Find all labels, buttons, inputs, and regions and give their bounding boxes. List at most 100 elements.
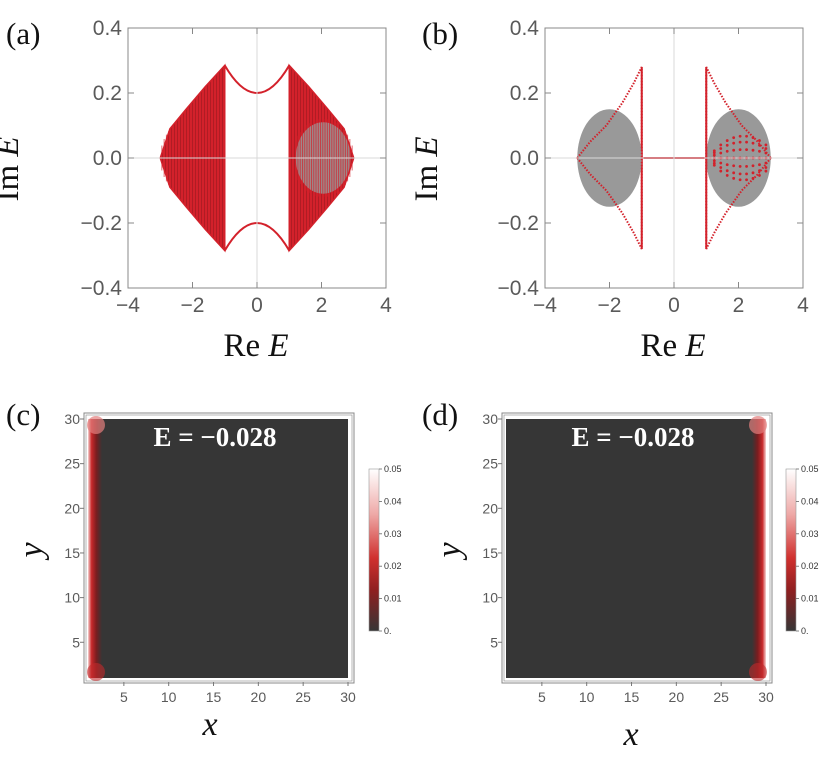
spectrum-dot (751, 148, 755, 152)
spectrum-dot (751, 136, 755, 140)
spectrum-dot (725, 139, 729, 142)
spectrum-dot (732, 164, 736, 168)
x-tick-label: 5 (538, 689, 546, 705)
x-tick-label: 2 (316, 294, 328, 317)
panel-b: (b) −4 −2 0 2 4 −0.4 −0.2 0.0 0.2 0.4 Im E Re E (409, 16, 809, 364)
x-tick-label: 15 (206, 689, 222, 705)
colorbar-tick-label: 0.05 (801, 464, 819, 474)
x-tick-label: −2 (598, 294, 622, 317)
y-axis-label-a: Im E (0, 136, 26, 201)
y-tick-label: 25 (482, 456, 498, 472)
x-axis-label-c: x (201, 706, 217, 743)
colorbar-tick-label: 0.04 (801, 496, 819, 506)
y-tick-label: 25 (64, 456, 80, 472)
x-tick-label: 25 (295, 689, 311, 705)
colorbar-gradient (368, 468, 380, 632)
y-tick-labels-a: −0.4 −0.2 0.0 0.2 0.4 (81, 17, 123, 300)
spectrum-dot (732, 141, 736, 145)
spectrum-dot (758, 169, 761, 173)
x-axis-label-d: x (622, 716, 638, 753)
spectrum-dot (758, 139, 761, 142)
x-tick-label: 0 (251, 294, 263, 317)
spectrum-dot (745, 134, 748, 138)
spectrum-dot (725, 163, 729, 167)
panel-a: (a) −4 −2 0 2 4 −0.4 −0.2 0.0 0.2 0.4 Im E Re E (0, 16, 392, 364)
spectrum-dot (758, 149, 761, 153)
spectrum-dot (725, 174, 729, 177)
spectrum-dot (719, 166, 723, 169)
energy-label-d: E = −0.028 (571, 422, 694, 452)
x-axis-label-a: Re E (223, 328, 288, 364)
spectrum-dot (712, 163, 716, 167)
y-tick-label: 30 (64, 411, 80, 427)
heatmap-background (506, 419, 766, 678)
spectrum-dot (745, 164, 748, 168)
x-tick-labels-d: 5 10 15 20 25 30 (538, 682, 774, 705)
x-tick-label: −4 (533, 294, 557, 317)
spectrum-dot (745, 178, 748, 182)
x-tick-label: 10 (579, 689, 595, 705)
corner-glow-bottom (749, 663, 767, 681)
plot-inner-frame-d (503, 414, 771, 682)
x-tick-label: −4 (116, 294, 140, 317)
panel-label-a: (a) (6, 16, 40, 51)
y-axis-label-d: y (431, 542, 468, 561)
x-tick-label: 0 (668, 294, 680, 317)
y-axis-label-b: Im E (409, 136, 445, 201)
colorbar-tick-label: 0.01 (384, 594, 402, 604)
corner-glow-top (87, 416, 105, 434)
spectrum-dot (738, 164, 742, 168)
heatmap-c (87, 416, 348, 681)
spectrum-dot (751, 141, 755, 145)
colorbar-tick-label: 0.01 (801, 594, 819, 604)
y-tick-label: 5 (490, 634, 498, 650)
spectrum-dot (719, 147, 723, 150)
spectrum-dot (719, 151, 723, 155)
spectrum-boundary-dots (576, 66, 643, 250)
spectrum-dot (751, 176, 755, 180)
spectrum-dot (758, 143, 761, 147)
y-tick-labels-b: −0.4 −0.2 0.0 0.2 0.4 (498, 17, 540, 300)
spectrum-dot (732, 136, 736, 140)
y-tick-label: 0.0 (93, 147, 122, 170)
y-tick-label: −0.4 (81, 277, 123, 300)
panel-label-b: (b) (422, 16, 458, 51)
spectrum-dot (719, 161, 723, 165)
y-tick-label: 0.0 (510, 147, 539, 170)
spectrum-dot (732, 148, 736, 152)
y-tick-label: 5 (72, 634, 80, 650)
x-tick-label: 25 (713, 689, 729, 705)
heatmap-background (88, 419, 348, 678)
spectrum-dot (712, 149, 716, 153)
y-axis-label-c: y (13, 542, 50, 561)
spectrum-dot (725, 143, 729, 147)
edge-localized-state (88, 419, 102, 678)
spectrum-dot (732, 176, 736, 180)
y-tick-label: −0.4 (498, 277, 540, 300)
y-tick-label: 10 (482, 590, 498, 606)
colorbar-d: 0. 0.01 0.02 0.03 0.04 0.05 (785, 464, 819, 636)
colorbar-tick-label: 0.03 (801, 529, 819, 539)
spectrum-dot (745, 148, 748, 152)
colorbar-tick-label: 0.02 (801, 561, 819, 571)
x-tick-label: 10 (161, 689, 177, 705)
spectrum-dot (719, 169, 723, 173)
x-tick-label: 15 (624, 689, 640, 705)
colorbar-tick-label: 0.02 (384, 561, 402, 571)
spectrum-dot (738, 134, 742, 138)
y-tick-label: 0.2 (93, 82, 122, 105)
y-tick-labels-c: 5 10 15 20 25 30 (64, 411, 84, 650)
y-tick-label: 20 (64, 500, 80, 516)
x-tick-label: 30 (758, 689, 774, 705)
x-tick-label: 20 (669, 689, 685, 705)
x-tick-label: 5 (120, 689, 128, 705)
spectrum-dot (712, 151, 716, 155)
y-tick-label: 20 (482, 500, 498, 516)
y-tick-label: 15 (482, 545, 498, 561)
y-tick-label: −0.2 (498, 212, 539, 235)
x-tick-label: 2 (733, 294, 745, 317)
spectrum-dot (738, 172, 742, 176)
panel-label-c: (c) (6, 397, 40, 432)
spectrum-dot (712, 153, 716, 157)
